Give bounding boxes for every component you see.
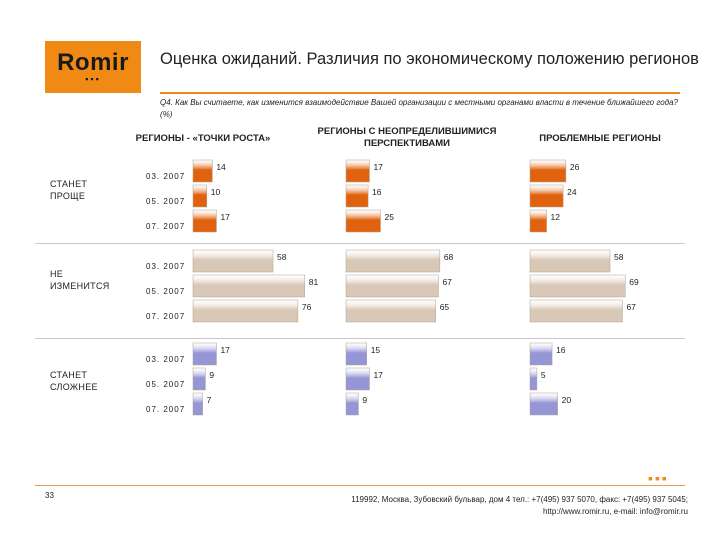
bar — [345, 392, 359, 416]
bar-value-label: 15 — [371, 345, 381, 355]
group-label-harder: СТАНЕТ СЛОЖНЕЕ — [50, 370, 98, 392]
footer-dots: ▪▪▪ — [648, 470, 669, 486]
period-tick-label: 03. 2007 — [146, 262, 185, 271]
footer-rule — [35, 485, 685, 486]
bar-value-label: 14 — [216, 162, 226, 172]
bar-value-label: 17 — [373, 370, 383, 380]
bar — [529, 342, 553, 366]
bar — [345, 184, 369, 208]
bar — [345, 209, 381, 233]
bar-value-label: 9 — [209, 370, 214, 380]
bar — [192, 367, 206, 391]
group-separator — [35, 338, 685, 339]
column-header-growth: РЕГИОНЫ - «ТОЧКИ РОСТА» — [135, 133, 271, 144]
footer-contacts: 119992, Москва, Зубовский бульвар, дом 4… — [290, 494, 688, 518]
bar-value-label: 12 — [551, 212, 561, 222]
bar — [529, 159, 567, 183]
group-label-unchanged: НЕ ИЗМЕНИТСЯ — [50, 269, 110, 291]
bar-value-label: 20 — [562, 395, 572, 405]
bar — [345, 342, 367, 366]
page-number: 33 — [45, 491, 54, 500]
bar-value-label: 17 — [373, 162, 383, 172]
footer-address: 119992, Москва, Зубовский бульвар, дом 4… — [351, 495, 688, 504]
group-separator — [35, 243, 685, 244]
bar-value-label: 7 — [207, 395, 212, 405]
bar-value-label: 26 — [570, 162, 580, 172]
bar-value-label: 65 — [440, 302, 450, 312]
period-tick-label: 07. 2007 — [146, 222, 185, 231]
bar-value-label: 68 — [444, 252, 454, 262]
bar — [192, 392, 203, 416]
column-header-uncertain: РЕГИОНЫ С НЕОПРЕДЕЛИВШИМИСЯ ПЕРСПЕКТИВАМ… — [317, 126, 497, 149]
bar — [192, 249, 274, 273]
bar — [529, 209, 547, 233]
bar-value-label: 76 — [302, 302, 312, 312]
bar — [192, 274, 306, 298]
page-title: Оценка ожиданий. Различия по экономическ… — [160, 50, 699, 68]
question-subtitle: Q4. Как Вы считаете, как изменится взаим… — [160, 98, 678, 119]
period-tick-label: 05. 2007 — [146, 197, 185, 206]
bar-value-label: 58 — [277, 252, 287, 262]
bar — [529, 392, 558, 416]
romir-logo: Romir ▪▪▪ — [45, 41, 141, 93]
bar — [192, 159, 213, 183]
title-rule — [160, 92, 680, 94]
logo-dots: ▪▪▪ — [85, 74, 101, 84]
period-tick-label: 03. 2007 — [146, 172, 185, 181]
bar-value-label: 9 — [362, 395, 367, 405]
bar-value-label: 17 — [220, 345, 230, 355]
period-tick-label: 07. 2007 — [146, 312, 185, 321]
bar — [529, 184, 564, 208]
bar — [529, 299, 623, 323]
column-header-problem: ПРОБЛЕМНЫЕ РЕГИОНЫ — [539, 133, 661, 144]
bar — [345, 274, 439, 298]
bar-value-label: 67 — [442, 277, 452, 287]
bar-value-label: 81 — [309, 277, 319, 287]
bar — [345, 249, 441, 273]
period-tick-label: 05. 2007 — [146, 287, 185, 296]
bar-value-label: 69 — [629, 277, 639, 287]
bar — [345, 159, 370, 183]
bar — [529, 274, 626, 298]
bar — [529, 249, 611, 273]
footer-web: http://www.romir.ru, e-mail: info@romir.… — [542, 507, 688, 516]
logo-text: Romir — [57, 49, 129, 76]
bar — [192, 342, 217, 366]
bar-value-label: 24 — [567, 187, 577, 197]
bar — [192, 209, 217, 233]
bar-value-label: 5 — [541, 370, 546, 380]
period-tick-label: 07. 2007 — [146, 405, 185, 414]
bar — [192, 299, 299, 323]
bar-value-label: 10 — [211, 187, 221, 197]
bar-value-label: 17 — [220, 212, 230, 222]
period-tick-label: 05. 2007 — [146, 380, 185, 389]
bar — [345, 299, 436, 323]
group-label-easier: СТАНЕТ ПРОЩЕ — [50, 179, 88, 201]
bar-value-label: 67 — [626, 302, 636, 312]
bar-value-label: 58 — [614, 252, 624, 262]
bar — [529, 367, 538, 391]
bar-value-label: 16 — [372, 187, 382, 197]
bar — [345, 367, 370, 391]
bar-value-label: 16 — [556, 345, 566, 355]
bar-value-label: 25 — [385, 212, 395, 222]
bar — [192, 184, 208, 208]
period-tick-label: 03. 2007 — [146, 355, 185, 364]
